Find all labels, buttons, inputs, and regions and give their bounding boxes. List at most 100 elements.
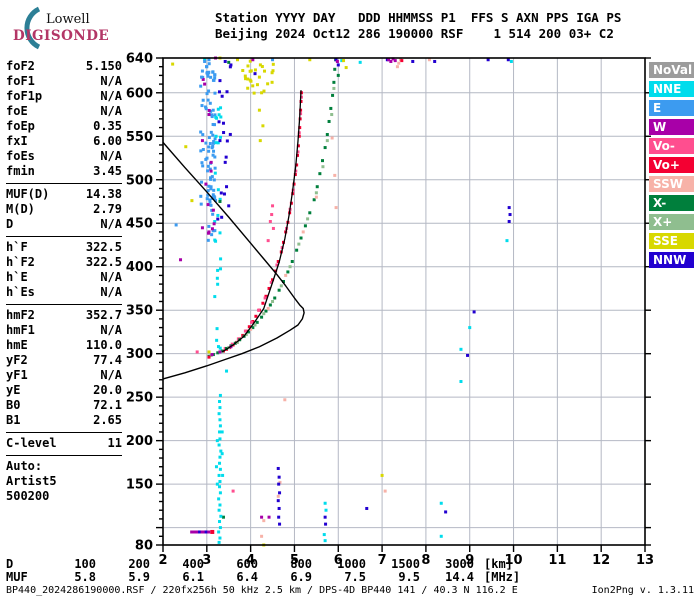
param-value: 5.150 [85,59,122,73]
echo-nnw-sparse [278,522,282,526]
param-row-mufd: MUF(D) 14.38 [6,187,122,202]
echo-nne-sparse [358,60,362,64]
echo-f2-x-trace-light [314,191,318,195]
y-axis-label: 400 [126,260,153,275]
echo-f2-x-trace [331,93,335,97]
echo-nnw-spread-mix [219,191,223,195]
echo-nne-spread-mix [216,213,220,217]
distance-value: 200 [128,557,150,571]
y-axis-label: 300 [126,347,153,362]
echo-w-sparse [218,350,222,354]
echo-nne-spread-mix [216,141,220,145]
echo-e-spread-column-left [199,130,203,134]
param-value: N/A [100,323,122,337]
param-value: N/A [100,285,122,299]
muf-value: 6.9 [290,570,312,584]
muf-value: 9.5 [398,570,420,584]
param-value: N/A [100,217,122,231]
echo-f2-x-trace-light [330,113,334,117]
echo-f2-o-trace [261,301,265,305]
param-row-ye: yE 20.0 [6,383,122,398]
echo-f2-x-trace [336,73,340,77]
distance-value: 400 [182,557,204,571]
param-label: yE [6,383,21,397]
echo-sse-singles [184,145,188,149]
echo-nne-spread-mix [213,171,217,175]
echo-e-spread-column-main [207,89,211,93]
artist-trace-fit [221,90,302,353]
echo-e-spread-column-main [208,200,212,204]
echo-e-spread-column-main [211,212,215,216]
param-label: yF1 [6,368,28,382]
y-axis-label: 80 [135,539,153,554]
param-text: 500200 [6,489,50,503]
echo-nne-column-low [217,497,221,501]
param-label: fxI [6,134,28,148]
echo-w-spread-mix [200,226,204,230]
x-axis-label: 6 [334,553,343,568]
distance-row: D 100 200 400 600 800 1000 1500 3000 [km] [6,558,566,571]
echo-f2-o-trace-pink [299,95,303,99]
echo-nnw-sparse [278,491,282,495]
legend-item-w: W [649,119,694,135]
echo-f2-x-trace [277,288,281,292]
echo-e-spread-column-main [209,187,213,191]
echo-e-top-singles [207,58,211,62]
echo-nne-spread-mix [219,106,223,110]
footer-file-info: BP440_2024286190000.RSF / 220fx256h 50 k… [6,585,518,596]
echo-nne-column-low [214,465,218,469]
echo-nne-column-low [219,514,223,518]
echo-e-spread-column-main [211,195,215,199]
param-row-fmin: fmin 3.45 [6,164,122,179]
echo-nnw-sparse [227,204,231,208]
param-label: M(D) [6,202,35,216]
echo-sse-top-cluster [243,74,247,78]
echo-nne-spread-mix [216,188,220,192]
echo-sse-top-cluster [246,64,250,68]
legend-item-x: X+ [649,214,694,230]
echo-e-spread-column-left [199,149,203,153]
echo-e-spread-column-left [204,157,208,161]
echo-nne-column-low [218,485,222,489]
param-label: h`Es [6,285,35,299]
param-label: B0 [6,398,21,412]
echo-sse-singles [207,350,211,354]
param-value: 72.1 [93,398,122,412]
echo-f2-x-trace [216,351,220,355]
echo-nne-column-low [217,473,221,477]
echo-f2-x-trace-light [325,139,329,143]
echo-e-spread-column-main [210,233,214,237]
echo-nne-column-low [218,406,222,410]
param-row-hf2: h`F2 322.5 [6,255,122,270]
x-axis-label: 4 [246,553,255,568]
echo-nnw-sparse [365,506,369,510]
echo-e-spread-column-main [212,78,216,82]
echo-e-top-singles [271,58,275,62]
x-axis-label: 7 [378,553,387,568]
y-axis-label: 640 [126,52,153,67]
echo-nne-sparse [439,534,443,538]
echo-sporadic-salmon [383,489,387,493]
echo-e-spread-column-main [207,136,211,140]
echo-nne-column-low [218,503,222,507]
echo-sse-singles [380,473,384,477]
echo-nne-column-low [217,530,221,534]
echo-w-sparse [251,58,255,62]
echo-nnw-sparse [223,160,227,164]
echo-nnw-spread-mix [217,90,221,94]
echo-f2-x-trace-light [297,242,301,246]
echo-w-sparse [387,58,391,62]
echo-nne-spread-mix [215,327,219,331]
echo-sporadic-salmon [301,230,305,234]
echo-nne-spread-mix [216,282,220,286]
echo-f2-o-trace [296,153,300,157]
echo-sse-top-cluster [266,82,270,86]
param-label: yF2 [6,353,28,367]
param-row-hmf2: hmF2 352.7 [6,308,122,323]
echo-f2-x-trace [255,320,259,324]
param-row-fof2: foF2 5.150 [6,59,122,74]
echo-e-spread-column-main [211,193,215,197]
echo-nne-column-low [215,482,219,486]
echo-f2-x-trace [227,60,231,64]
echo-nnw-sparse [336,63,340,67]
